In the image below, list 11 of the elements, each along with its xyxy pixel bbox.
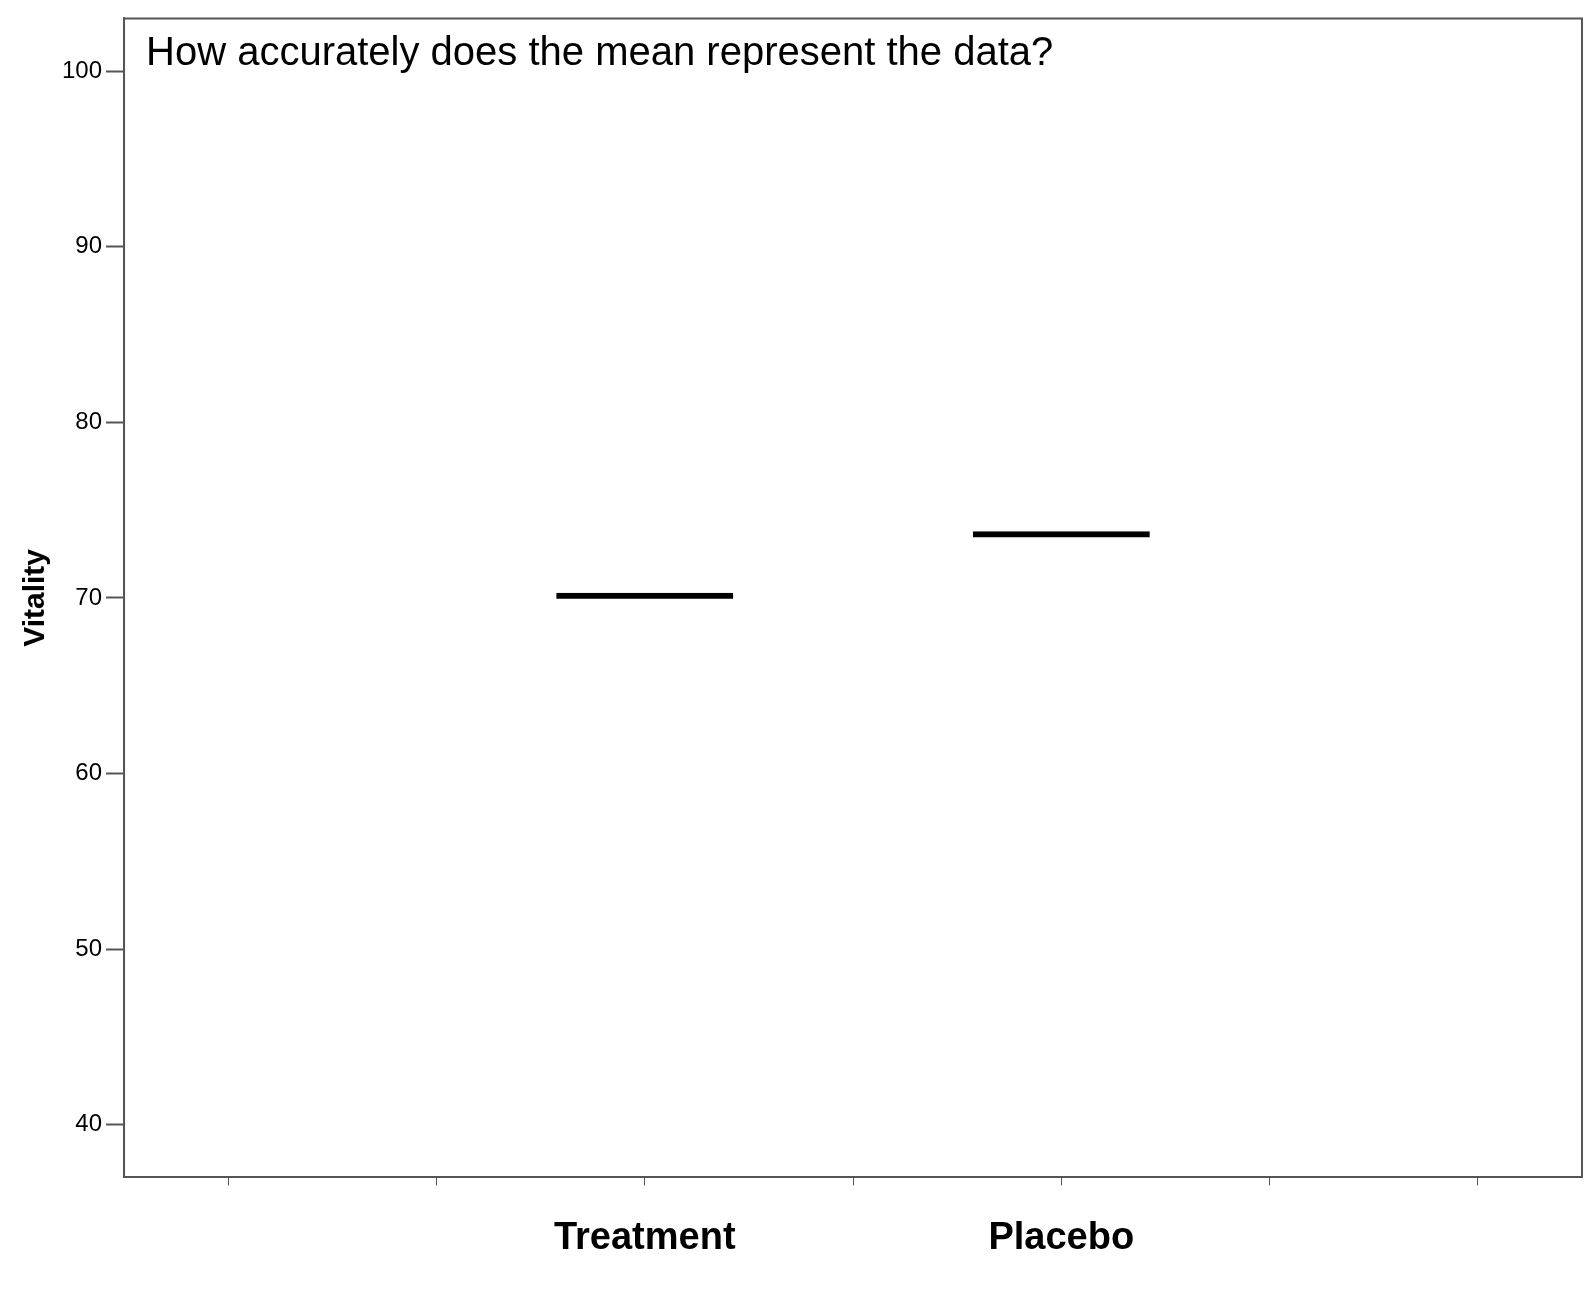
x-tick-label: Placebo xyxy=(988,1214,1135,1257)
y-tick-label: 90 xyxy=(75,231,103,259)
x-tick-label: Treatment xyxy=(553,1214,736,1257)
chart-title: How accurately does the mean represent the data? xyxy=(146,29,1054,74)
y-axis-title: Vitality xyxy=(17,548,51,647)
y-tick-label: 60 xyxy=(75,758,103,786)
y-tick-label: 70 xyxy=(75,582,103,610)
y-tick-label: 80 xyxy=(75,406,103,434)
y-tick-label: 100 xyxy=(62,55,103,83)
y-tick-label: 50 xyxy=(75,933,103,961)
y-tick-label: 40 xyxy=(75,1109,103,1137)
